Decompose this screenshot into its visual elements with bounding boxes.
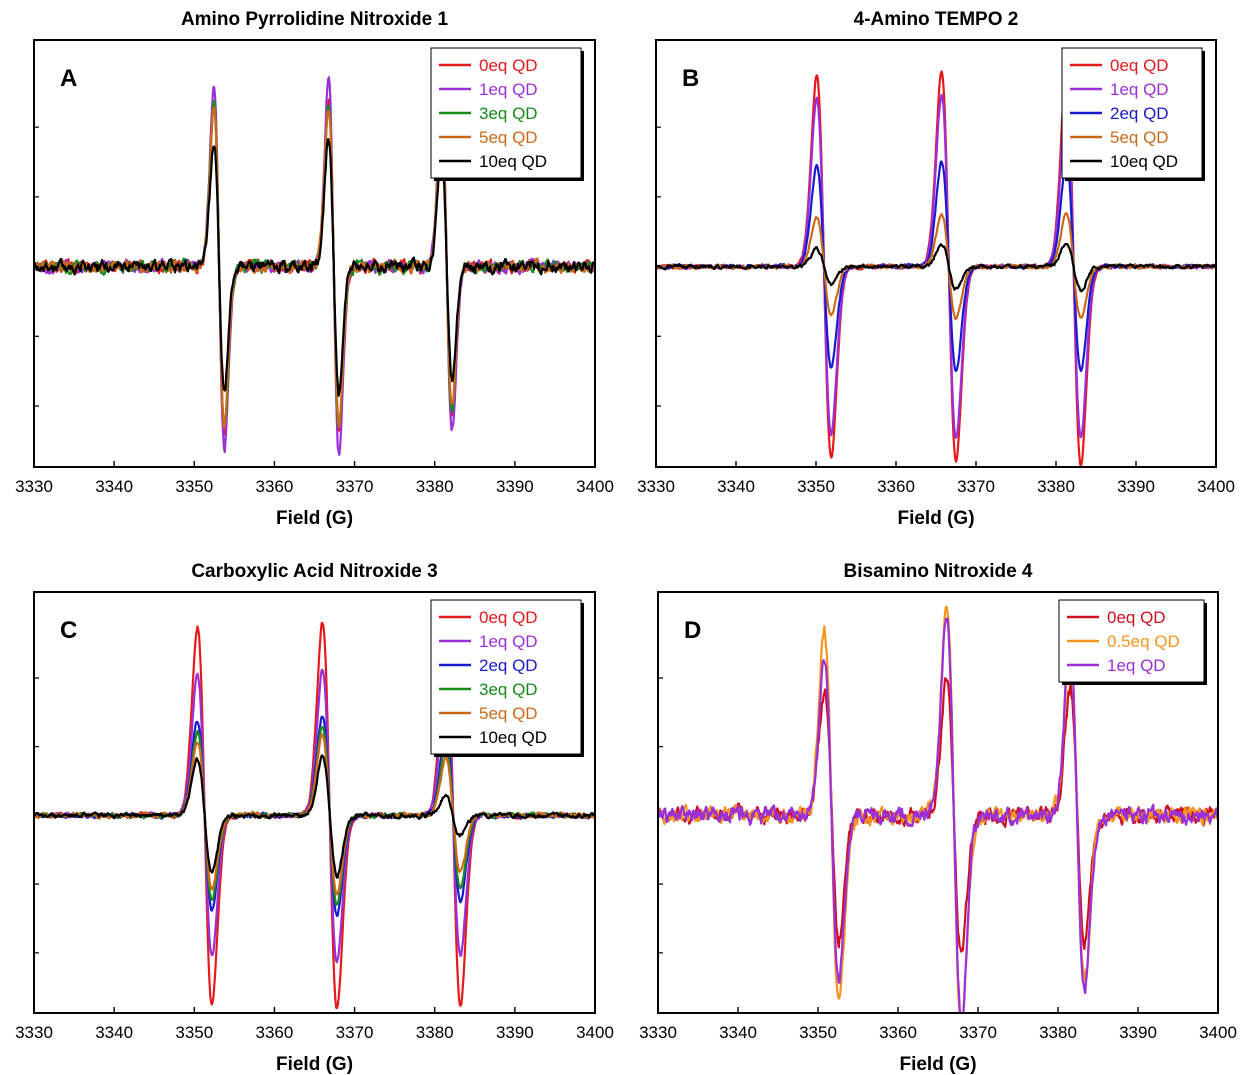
x-tick-label: 3380: [416, 477, 454, 496]
plot-frame: [657, 591, 1219, 1014]
x-tick-label: 3370: [957, 477, 995, 496]
x-tick-label: 3360: [877, 477, 915, 496]
legend: 0eq QD 1eq QD 2eq QD 5eq QD 10eq QD: [1061, 47, 1205, 181]
x-tick-label: 3330: [15, 477, 53, 496]
x-tick-label: 3380: [1037, 477, 1075, 496]
panel-title: Bisamino Nitroxide 4: [844, 561, 1033, 582]
x-tick-label: 3370: [336, 1023, 374, 1042]
x-axis-label: Field (G): [276, 1054, 353, 1075]
x-tick-label: 3330: [639, 1023, 677, 1042]
x-tick-label: 3330: [15, 1023, 53, 1042]
panel-letter: D: [684, 617, 701, 644]
plot-area: [34, 76, 595, 456]
legend-entry: 1eq QD: [479, 632, 538, 651]
x-tick-label: 3340: [95, 1023, 133, 1042]
legend-entry: 2eq QD: [479, 656, 538, 675]
x-tick-label: 3330: [637, 477, 675, 496]
panel-c: Carboxylic Acid Nitroxide 3 3330 3340 3350 3…: [15, 561, 614, 1075]
legend-entry: 5eq QD: [1110, 128, 1169, 147]
panel-b: 4-Amino TEMPO 2 3330 3340 3350 3360 3370 3380 3…: [637, 9, 1235, 529]
x-axis-label: Field (G): [897, 508, 974, 529]
legend-entry: 0.5eq QD: [1107, 632, 1180, 651]
x-tick-label: 3390: [496, 1023, 534, 1042]
x-tick-label: 3370: [336, 477, 374, 496]
legend-entry: 1eq QD: [1107, 656, 1166, 675]
x-tick-label: 3390: [1117, 477, 1155, 496]
x-tick-label: 3350: [175, 477, 213, 496]
x-tick-label: 3370: [959, 1023, 997, 1042]
panel-title: Carboxylic Acid Nitroxide 3: [191, 561, 437, 582]
x-tick-label: 3380: [416, 1023, 454, 1042]
x-tick-label: 3380: [1039, 1023, 1077, 1042]
series-line-1eq-qd: [658, 617, 1218, 1013]
legend-entry: 2eq QD: [1110, 104, 1169, 123]
legend-entry: 10eq QD: [479, 728, 547, 747]
x-tick-label: 3400: [576, 477, 614, 496]
legend: 0eq QD 1eq QD 3eq QD 5eq QD 10eq QD: [430, 47, 584, 181]
x-tick-label: 3400: [1197, 477, 1235, 496]
legend-entry: 1eq QD: [479, 80, 538, 99]
legend-entry: 0eq QD: [479, 56, 538, 75]
panel-a: Amino Pyrrolidine Nitroxide 1 3330 3340 335…: [15, 9, 614, 529]
series-line-10eq-qd: [656, 242, 1216, 293]
legend-entry: 5eq QD: [479, 128, 538, 147]
x-tick-label: 3360: [256, 1023, 294, 1042]
x-tick-label: 3350: [175, 1023, 213, 1042]
panel-letter: A: [60, 65, 77, 92]
panel-letter: C: [60, 617, 77, 644]
x-tick-label: 3400: [576, 1023, 614, 1042]
panel-title: Amino Pyrrolidine Nitroxide 1: [181, 9, 449, 30]
x-axis-label: Field (G): [276, 508, 353, 529]
legend-entry: 3eq QD: [479, 104, 538, 123]
x-tick-label: 3390: [1119, 1023, 1157, 1042]
x-tick-label: 3340: [95, 477, 133, 496]
x-tick-label: 3360: [879, 1023, 917, 1042]
legend-entry: 1eq QD: [1110, 80, 1169, 99]
plot-frame: [33, 591, 596, 1014]
x-tick-label: 3400: [1199, 1023, 1237, 1042]
plot-area: [658, 605, 1218, 1013]
legend-entry: 5eq QD: [479, 704, 538, 723]
legend: 0eq QD 0.5eq QD 1eq QD: [1058, 599, 1207, 685]
x-tick-label: 3350: [797, 477, 835, 496]
x-tick-label: 3390: [496, 477, 534, 496]
plot-frame: [33, 39, 596, 468]
series-line-10eq-qd: [34, 754, 595, 879]
legend-entry: 0eq QD: [1110, 56, 1169, 75]
x-axis-label: Field (G): [899, 1054, 976, 1075]
legend: 0eq QD 1eq QD 2eq QD 3eq QD 5eq QD 10eq QD: [430, 599, 584, 757]
panel-letter: B: [682, 65, 699, 92]
plot-frame: [655, 39, 1217, 468]
legend-entry: 0eq QD: [479, 608, 538, 627]
series-line-10eq-qd: [34, 137, 595, 397]
legend-entry: 0eq QD: [1107, 608, 1166, 627]
x-tick-label: 3340: [717, 477, 755, 496]
x-tick-label: 3360: [256, 477, 294, 496]
panel-title: 4-Amino TEMPO 2: [854, 9, 1019, 30]
x-tick-label: 3340: [719, 1023, 757, 1042]
legend-box: [430, 599, 582, 755]
legend-entry: 10eq QD: [1110, 152, 1178, 171]
plot-area: [34, 621, 595, 1010]
panel-d: Bisamino Nitroxide 4 3330 3340 3350 3360 3370…: [639, 561, 1237, 1075]
legend-entry: 3eq QD: [479, 680, 538, 699]
legend-entry: 10eq QD: [479, 152, 547, 171]
x-tick-label: 3350: [799, 1023, 837, 1042]
plot-area: [656, 67, 1216, 467]
